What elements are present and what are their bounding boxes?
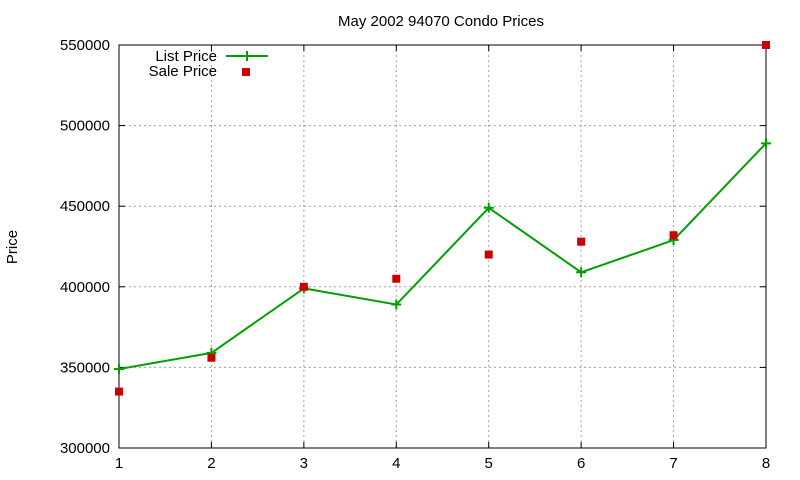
legend-label-sale-price: Sale Price xyxy=(149,63,217,80)
x-tick-labels: 1 2 3 4 5 6 7 8 xyxy=(115,455,770,472)
data-point-sale-price xyxy=(207,353,216,362)
data-point-sale-price xyxy=(484,250,493,259)
plot-frame xyxy=(118,44,767,449)
data-point-list-price xyxy=(483,202,494,213)
series-sale-price xyxy=(115,41,770,396)
series-list-price xyxy=(114,138,771,375)
series-layer xyxy=(114,41,771,396)
data-point-sale-price xyxy=(669,231,678,240)
legend-label-list-price: List Price xyxy=(155,48,217,65)
data-point-list-price xyxy=(576,267,587,278)
y-tick-label: 400000 xyxy=(60,279,110,296)
x-tick-label: 2 xyxy=(207,455,215,472)
series-line-list-price xyxy=(118,142,767,370)
tick-marks xyxy=(118,44,767,449)
x-tick-label: 7 xyxy=(669,455,677,472)
y-tick-label: 300000 xyxy=(60,440,110,457)
data-point-sale-price xyxy=(762,41,770,49)
data-point-list-price xyxy=(391,299,402,310)
data-point-sale-price xyxy=(299,282,308,291)
data-point-sale-price xyxy=(577,237,586,246)
x-tick-label: 4 xyxy=(392,455,400,472)
y-tick-label: 550000 xyxy=(60,37,110,54)
y-tick-labels: 300000 350000 400000 450000 500000 550000 xyxy=(60,37,110,457)
data-point-sale-price xyxy=(115,387,123,396)
y-tick-label: 500000 xyxy=(60,118,110,135)
legend-marker-sale-price xyxy=(242,68,250,76)
x-tick-label: 8 xyxy=(762,455,770,472)
x-tick-label: 5 xyxy=(485,455,493,472)
y-tick-label: 450000 xyxy=(60,198,110,215)
x-tick-label: 6 xyxy=(577,455,585,472)
x-tick-label: 3 xyxy=(300,455,308,472)
x-tick-label: 1 xyxy=(115,455,123,472)
legend: List Price Sale Price xyxy=(149,48,268,80)
legend-plus-glyph xyxy=(242,51,252,61)
data-point-list-price xyxy=(761,138,771,149)
grid-lines xyxy=(119,45,766,448)
y-axis-label: Price xyxy=(4,230,21,264)
data-point-sale-price xyxy=(392,274,401,283)
legend-marker-list-price xyxy=(242,51,252,61)
data-point-list-price xyxy=(114,364,124,375)
chart-title: May 2002 94070 Condo Prices xyxy=(338,13,544,30)
y-tick-label: 350000 xyxy=(60,359,110,376)
